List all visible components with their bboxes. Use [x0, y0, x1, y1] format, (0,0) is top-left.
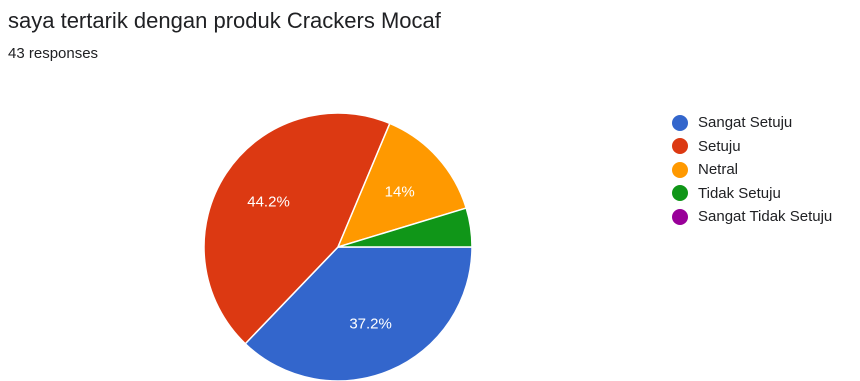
legend-label: Sangat Tidak Setuju — [698, 208, 833, 226]
pie-slice-netral[interactable] — [336, 122, 468, 249]
chart-title: saya tertarik dengan produk Crackers Moc… — [8, 8, 441, 33]
legend-item-tidak-setuju[interactable]: Tidak Setuju — [672, 182, 832, 206]
legend-label: Netral — [698, 161, 739, 179]
legend-swatch-icon — [672, 208, 688, 225]
response-count: 43 responses — [8, 45, 99, 62]
slice-label-sangat-setuju: 37.2% — [349, 315, 392, 332]
legend-label: Sangat Setuju — [698, 114, 793, 132]
legend: Sangat Setuju Setuju Netral Tidak Setuju San… — [672, 111, 832, 229]
legend-label: Tidak Setuju — [698, 184, 781, 202]
legend-item-sangat-tidak-setuju[interactable]: Sangat Tidak Setuju — [672, 205, 832, 229]
legend-item-netral[interactable]: Netral — [672, 158, 832, 182]
pie-slice-setuju[interactable] — [203, 112, 391, 345]
slice-label-setuju: 44.2% — [247, 193, 290, 210]
pie-slice-sangat-setuju[interactable] — [244, 246, 473, 381]
legend-swatch-icon — [672, 138, 688, 155]
legend-label: Setuju — [698, 137, 741, 155]
legend-swatch-icon — [672, 114, 688, 131]
legend-item-sangat-setuju[interactable]: Sangat Setuju — [672, 111, 832, 135]
slice-label-netral: 14% — [385, 183, 415, 200]
legend-item-setuju[interactable]: Setuju — [672, 135, 832, 159]
legend-swatch-icon — [672, 161, 688, 178]
legend-swatch-icon — [672, 185, 688, 202]
pie-slice-tidak-setuju[interactable] — [337, 207, 473, 248]
